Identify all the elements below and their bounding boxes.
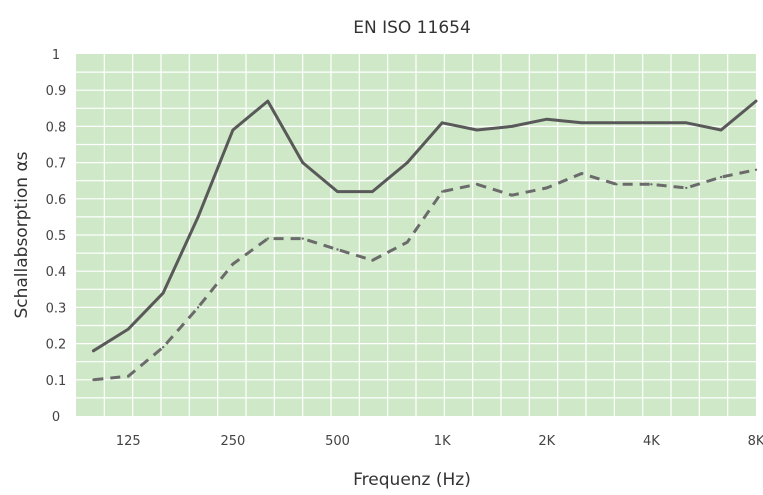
series-2-point bbox=[162, 346, 165, 349]
series-2-point bbox=[127, 375, 130, 378]
series-1-point bbox=[266, 99, 269, 103]
x-tick-label: 8K bbox=[748, 434, 763, 449]
y-axis-label: Schallabsorption αs bbox=[12, 151, 32, 318]
y-tick-label: 0.6 bbox=[46, 193, 67, 208]
series-1-point bbox=[441, 121, 444, 125]
series-2-point bbox=[231, 262, 235, 266]
series-1-point bbox=[371, 190, 374, 193]
series-1-point bbox=[475, 128, 479, 132]
y-tick-label: 1 bbox=[52, 48, 60, 63]
chart-title: EN ISO 11654 bbox=[353, 18, 471, 38]
y-tick-label: 0.4 bbox=[46, 265, 67, 280]
series-2-point bbox=[719, 175, 723, 179]
y-tick-label: 0 bbox=[52, 410, 60, 425]
x-axis-label: Frequenz (Hz) bbox=[353, 470, 471, 490]
series-1-point bbox=[685, 121, 688, 125]
series-line-2 bbox=[93, 168, 757, 382]
series-1-point bbox=[580, 121, 583, 125]
y-tick-label: 0.1 bbox=[46, 374, 67, 389]
series-2-point bbox=[441, 190, 444, 193]
series-2-point bbox=[475, 183, 479, 186]
series-1-point bbox=[231, 128, 235, 132]
series-1-point bbox=[127, 327, 130, 331]
y-tick-label: 0.9 bbox=[46, 84, 67, 99]
series-2-point bbox=[92, 378, 95, 381]
x-tick-label: 4K bbox=[643, 434, 660, 449]
x-tick-label: 500 bbox=[325, 434, 350, 449]
x-tick-label: 1K bbox=[434, 434, 451, 449]
series-1-point bbox=[406, 161, 409, 164]
x-tick-label: 250 bbox=[220, 434, 245, 449]
series-2-point bbox=[580, 172, 583, 175]
series-1-point bbox=[545, 118, 548, 121]
series-1-point bbox=[510, 125, 514, 128]
y-tick-label: 0.5 bbox=[46, 229, 67, 244]
series-2-point bbox=[371, 259, 374, 262]
series-1-point bbox=[92, 349, 95, 352]
series-2-point bbox=[754, 168, 758, 171]
series-2-point bbox=[650, 183, 653, 186]
series-2-point bbox=[685, 186, 688, 190]
series-line-1 bbox=[91, 99, 758, 353]
x-tick-label: 125 bbox=[116, 434, 141, 449]
y-tick-label: 0.7 bbox=[46, 157, 67, 172]
series-2-point bbox=[406, 241, 409, 244]
y-tick-label: 0.2 bbox=[46, 338, 67, 353]
y-tick-label: 0.8 bbox=[46, 120, 67, 135]
series-1-point bbox=[615, 121, 618, 125]
y-tick-label: 0.3 bbox=[46, 301, 67, 316]
series-2-point bbox=[301, 237, 304, 240]
series-1-point bbox=[719, 128, 723, 132]
x-tick-label: 2K bbox=[538, 434, 555, 449]
series-2-point bbox=[266, 237, 269, 240]
series-2-point bbox=[545, 186, 548, 190]
series-1-point bbox=[336, 190, 339, 193]
series-1-point bbox=[650, 121, 653, 125]
series-1-point bbox=[301, 161, 304, 164]
series-1-point bbox=[196, 215, 200, 219]
series-1-point bbox=[162, 291, 165, 295]
series-1-point bbox=[754, 99, 758, 103]
series-2-point bbox=[196, 306, 200, 309]
series-2-point bbox=[336, 248, 339, 251]
series-2-point bbox=[615, 183, 618, 186]
series-2-point bbox=[510, 194, 514, 197]
